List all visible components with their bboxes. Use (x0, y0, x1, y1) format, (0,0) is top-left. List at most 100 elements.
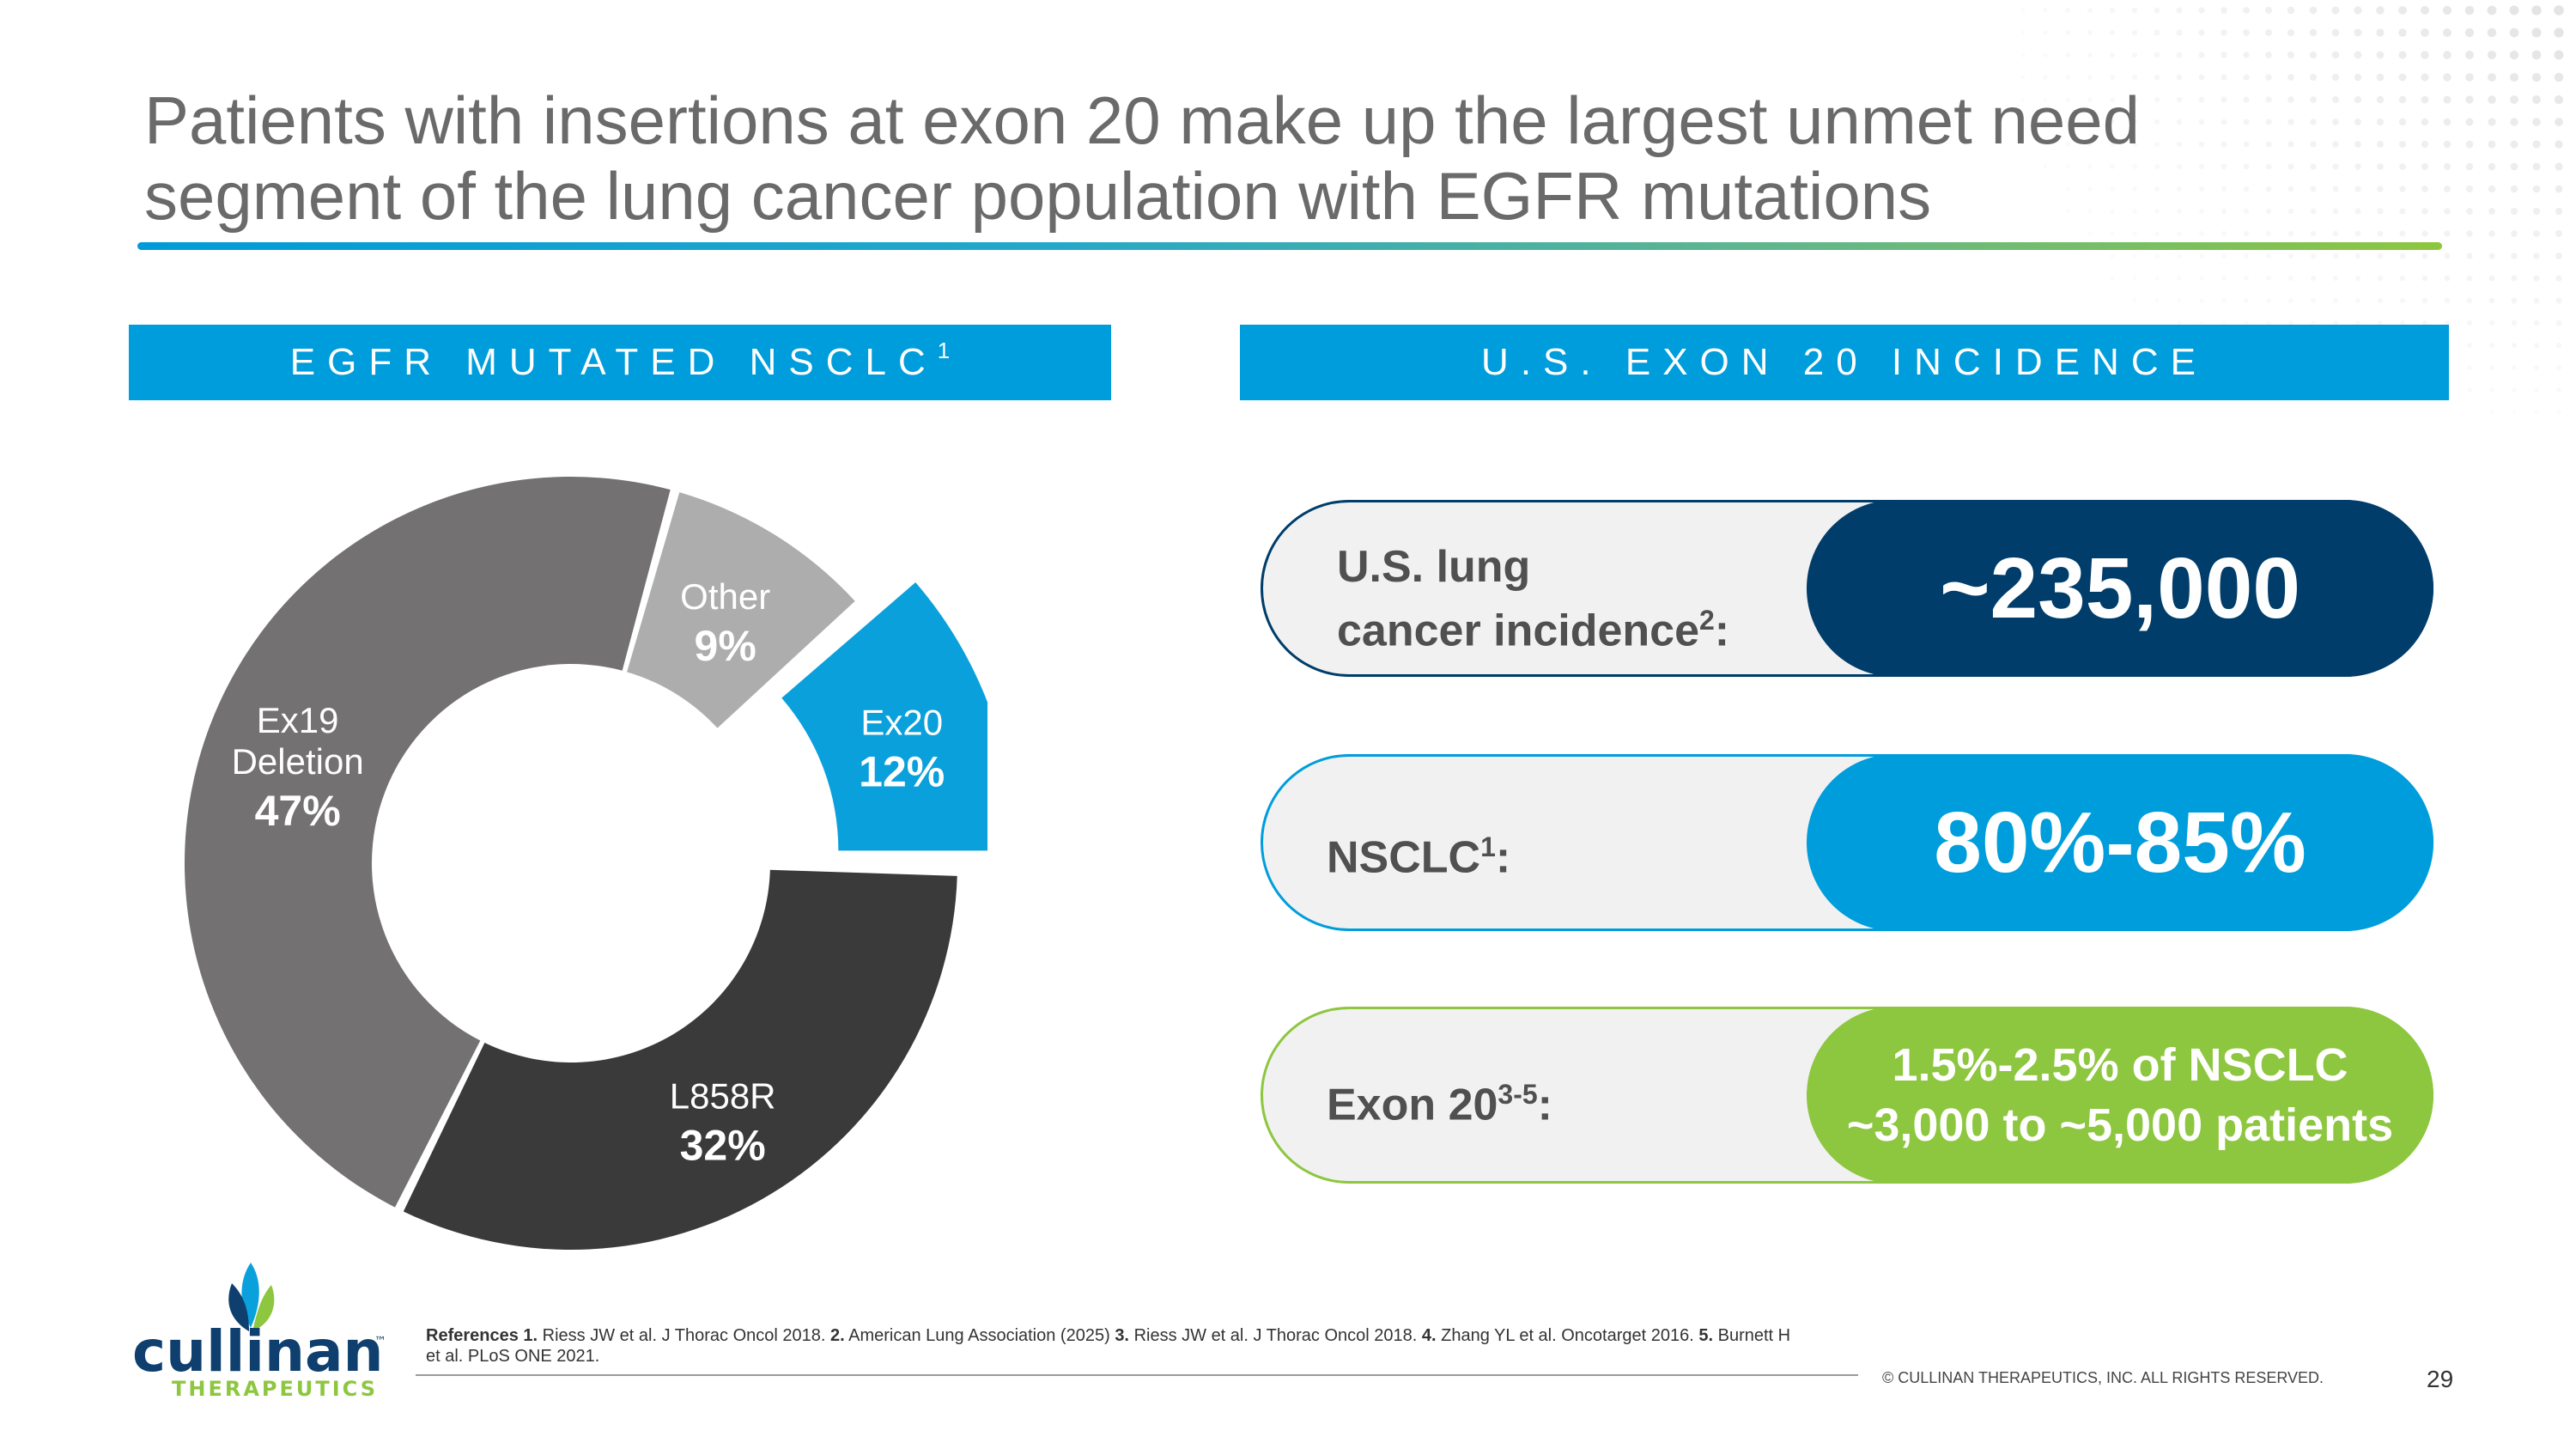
decor-dot (2198, 29, 2205, 36)
decor-dot (2444, 275, 2451, 282)
decor-dot (2421, 118, 2429, 126)
decor-dot (2176, 163, 2183, 170)
page-title: Patients with insertions at exon 20 make… (144, 82, 2463, 234)
slice-label-ex19-deletion-2: Deletion (232, 741, 364, 782)
decor-dot (2509, 5, 2519, 15)
decor-dot (2487, 5, 2497, 15)
decor-dot (2043, 142, 2048, 147)
decor-dot (2376, 28, 2385, 37)
decor-dot (2509, 50, 2519, 60)
decor-dot (2531, 50, 2542, 60)
decor-dot (2176, 52, 2183, 58)
decor-dot (2154, 298, 2160, 303)
decor-dot (2466, 275, 2473, 282)
decor-dot (2198, 52, 2205, 58)
decor-dot (2265, 29, 2272, 36)
decor-dot (2488, 95, 2496, 104)
decor-dot (2154, 7, 2160, 14)
decor-dot (2331, 51, 2340, 59)
decor-dot (2087, 164, 2093, 169)
decor-dot (2287, 52, 2294, 58)
decor-dot (2465, 95, 2474, 104)
decor-dot (2532, 95, 2541, 104)
decor-dot (2399, 230, 2406, 237)
decor-dot (2333, 298, 2338, 303)
decor-dot (2310, 253, 2317, 259)
decor-dot (2376, 118, 2385, 126)
decor-dot (2400, 320, 2405, 326)
decor-dot (2489, 410, 2494, 415)
decor-dot (2443, 73, 2451, 82)
decor-dot (2287, 6, 2295, 15)
reference-5: Burnett H et al. PLoS ONE 2021. (426, 1326, 1791, 1366)
decor-dot (2554, 94, 2564, 105)
decor-dot (2310, 96, 2317, 103)
decor-dot (2265, 96, 2272, 103)
decor-dot (2198, 96, 2205, 103)
decor-dot (2555, 297, 2562, 304)
decor-dot (2377, 253, 2384, 259)
decor-dot (2355, 298, 2360, 303)
cullinan-logo: cullinan ™ THERAPEUTICS (132, 1263, 386, 1400)
decor-dot (2354, 208, 2361, 215)
decor-dot (2376, 6, 2385, 15)
decor-dot (2488, 162, 2496, 171)
decor-dot (2511, 320, 2518, 326)
decor-dot (2510, 140, 2518, 149)
decor-dot (2377, 230, 2384, 237)
decor-dot (2043, 30, 2048, 35)
decor-dot (2378, 320, 2383, 326)
exon20-banner: U.S. EXON 20 INCIDENCE (1240, 325, 2449, 400)
decor-dot (2087, 30, 2093, 35)
decor-dot (2154, 29, 2160, 36)
decor-dot (2221, 119, 2227, 125)
decor-dot (2532, 162, 2541, 171)
decor-dot (2198, 163, 2205, 170)
decor-dot (2444, 253, 2451, 259)
decor-dot (2043, 75, 2048, 80)
decor-dot (2421, 275, 2428, 282)
decor-dot (2487, 50, 2497, 60)
decor-dot (2243, 163, 2250, 170)
decor-dot (2244, 253, 2249, 259)
decor-dot (2444, 230, 2451, 237)
decor-dot (2332, 230, 2339, 237)
decor-dot (2221, 231, 2227, 236)
decor-dot (2511, 253, 2518, 259)
decor-dot (2398, 6, 2407, 15)
decor-dot (2154, 276, 2160, 281)
decor-dot (2354, 95, 2362, 104)
decor-dot (2243, 29, 2250, 36)
decor-dot (2065, 97, 2070, 102)
decor-dot (2020, 30, 2026, 35)
decor-dot (2399, 208, 2406, 215)
decor-dot (2287, 141, 2294, 148)
decor-dot (2444, 186, 2451, 192)
decor-dot (2065, 164, 2070, 169)
decor-dot (2442, 5, 2452, 15)
decor-dot (2311, 320, 2316, 326)
slice-value-ex20: 12% (859, 748, 945, 796)
decor-dot (2421, 95, 2429, 104)
slice-label-ex20: Ex20 (860, 703, 943, 743)
decor-dot (2043, 119, 2048, 125)
decor-dot (2043, 164, 2048, 169)
title-line-2: segment of the lung cancer population wi… (144, 158, 1932, 234)
decor-dot (2465, 118, 2474, 126)
decor-dot (2176, 141, 2183, 148)
decor-dot (2132, 186, 2137, 192)
decor-dot (2421, 253, 2428, 259)
decor-dot (2154, 164, 2160, 169)
decor-dot (2243, 208, 2250, 215)
decor-dot (2489, 365, 2494, 370)
decor-dot (2265, 163, 2272, 170)
decor-dot (2110, 75, 2115, 80)
decor-dot (2132, 253, 2137, 259)
decor-dot (2110, 209, 2115, 214)
decor-dot (2332, 119, 2339, 125)
decor-dot (2199, 320, 2204, 326)
decor-dot (2087, 231, 2093, 236)
decor-dot (2177, 320, 2182, 326)
decor-dot (2533, 253, 2540, 259)
decor-dot (2265, 230, 2272, 237)
